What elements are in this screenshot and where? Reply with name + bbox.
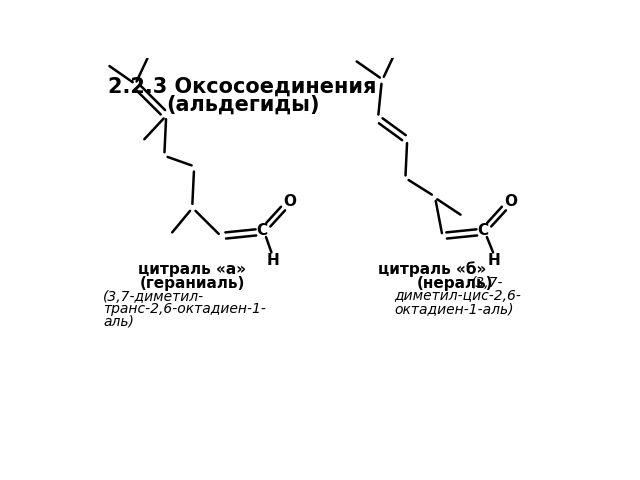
Text: (нераль): (нераль) — [417, 276, 493, 290]
Text: (гераниаль): (гераниаль) — [140, 276, 245, 290]
Text: O: O — [284, 194, 296, 209]
Text: 2.2.3 Оксосоединения: 2.2.3 Оксосоединения — [109, 77, 377, 97]
Text: цитраль «а»: цитраль «а» — [138, 262, 246, 276]
Text: O: O — [504, 194, 517, 209]
Text: H: H — [488, 252, 500, 268]
Text: аль): аль) — [103, 315, 134, 329]
Text: H: H — [267, 252, 279, 268]
Text: диметил-цис-2,6-: диметил-цис-2,6- — [394, 289, 521, 303]
Text: октадиен-1-аль): октадиен-1-аль) — [394, 302, 513, 316]
Text: (3,7-: (3,7- — [472, 276, 504, 289]
Text: C: C — [477, 223, 488, 239]
Text: транс-2,6-октадиен-1-: транс-2,6-октадиен-1- — [103, 302, 266, 316]
Text: (альдегиды): (альдегиды) — [166, 95, 319, 115]
Text: (3,7-диметил-: (3,7-диметил- — [103, 290, 204, 304]
Text: цитраль «б»: цитраль «б» — [378, 262, 487, 277]
Text: C: C — [257, 223, 268, 239]
